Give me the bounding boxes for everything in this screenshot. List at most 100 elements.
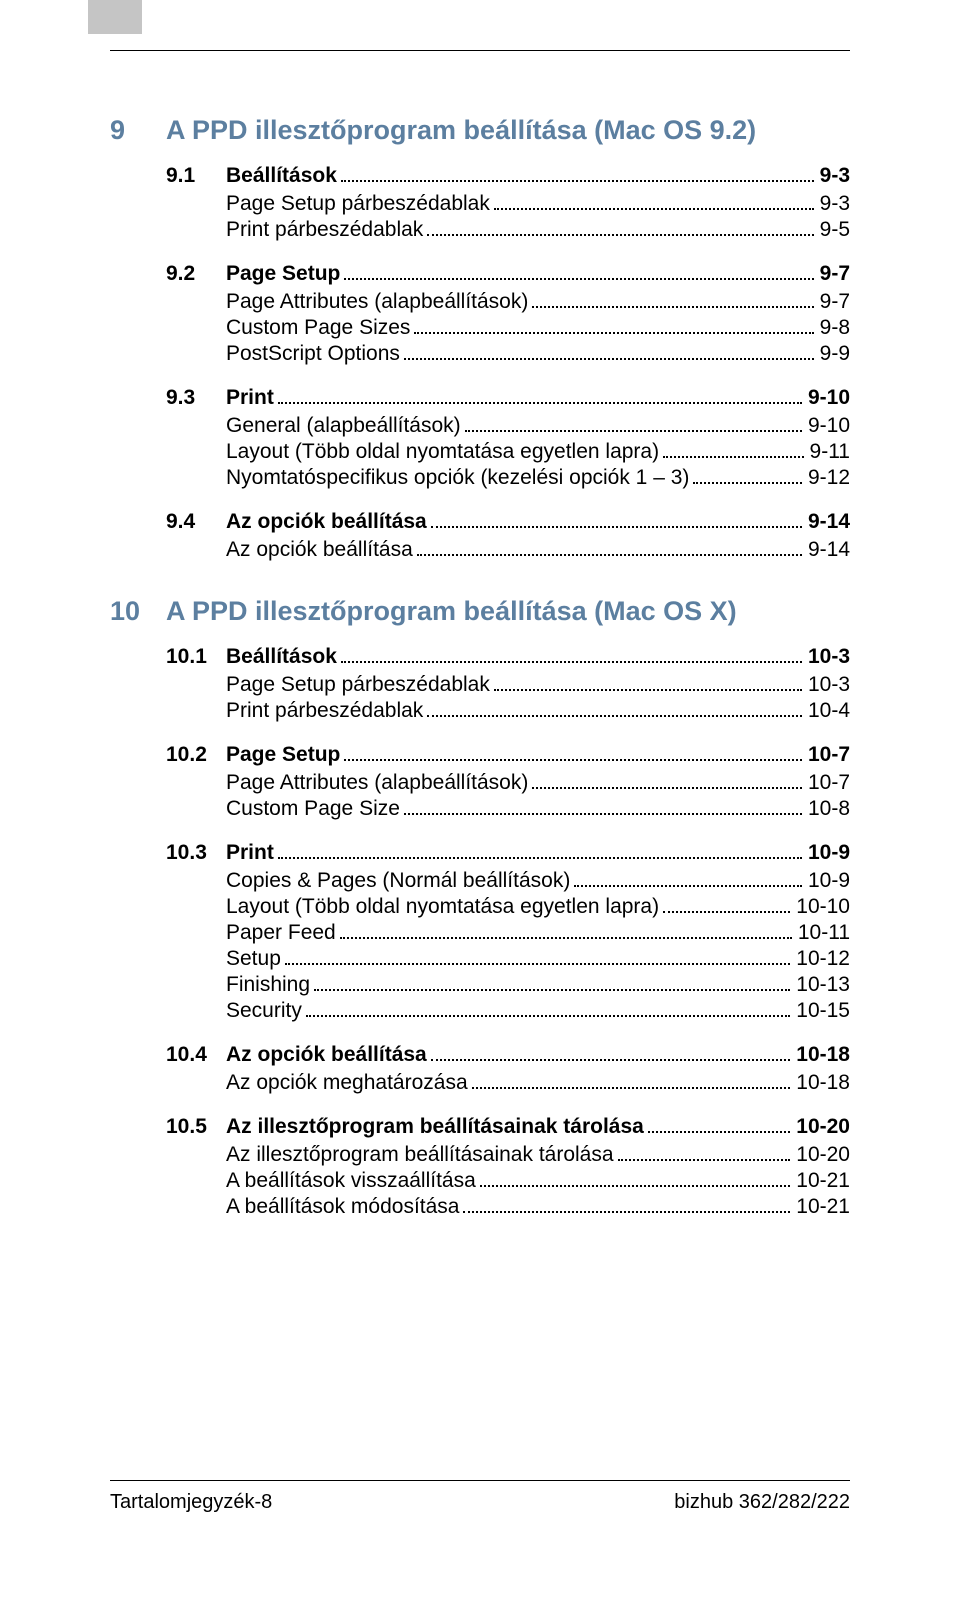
section-line: Beállítások 9-3 [226, 164, 850, 188]
leader [648, 1131, 790, 1133]
leader [417, 554, 802, 556]
footer: Tartalomjegyzék-8 bizhub 362/282/222 [110, 1480, 850, 1514]
section-line: Print 10-9 [226, 841, 850, 865]
sub-label: Finishing [226, 973, 310, 997]
leader [427, 234, 813, 236]
leader [431, 1059, 791, 1061]
sub-row: A beállítások visszaállítása10-21 [226, 1169, 850, 1193]
leader [574, 885, 802, 887]
section-label: Print [226, 841, 274, 865]
leader [618, 1159, 791, 1161]
leader [465, 430, 802, 432]
section-page: 10-7 [808, 743, 850, 767]
leader [414, 332, 813, 334]
section-row: 9.1 Beállítások 9-3 [166, 164, 850, 188]
section-label: Beállítások [226, 645, 337, 669]
sub-label: Custom Page Sizes [226, 316, 410, 340]
section-line: Print 9-10 [226, 386, 850, 410]
leader [472, 1087, 791, 1089]
sub-page: 9-7 [820, 290, 850, 314]
header-rule [110, 50, 850, 51]
sub-row: Copies & Pages (Normál beállítások) 10-9 [226, 869, 850, 893]
sub-row: A beállítások módosítása10-21 [226, 1195, 850, 1219]
sub-row: Paper Feed10-11 [226, 921, 850, 945]
sub-row: Layout (Több oldal nyomtatása egyetlen l… [226, 440, 850, 464]
section-label: Az illesztőprogram beállításainak tárolá… [226, 1115, 644, 1139]
sub-row: Page Attributes (alapbeállítások)10-7 [226, 771, 850, 795]
leader [341, 661, 802, 663]
sub-label: Page Attributes (alapbeállítások) [226, 290, 528, 314]
section-page: 9-7 [820, 262, 850, 286]
section-row: 10.5 Az illesztőprogram beállításainak t… [166, 1115, 850, 1139]
leader [306, 1015, 790, 1017]
sub-row: Page Setup párbeszédablak 10-3 [226, 673, 850, 697]
sub-label: Print párbeszédablak [226, 218, 423, 242]
leader [341, 180, 814, 182]
sub-row: Print párbeszédablak 9-5 [226, 218, 850, 242]
sub-page: 9-5 [820, 218, 850, 242]
section-number: 9.2 [166, 262, 226, 286]
leader [663, 911, 790, 913]
leader [344, 278, 813, 280]
sub-page: 10-15 [796, 999, 850, 1023]
leader [285, 963, 790, 965]
section-line: Page Setup 9-7 [226, 262, 850, 286]
chapter-number: 9 [110, 115, 166, 146]
leader [532, 787, 802, 789]
section-row: 10.1 Beállítások 10-3 [166, 645, 850, 669]
chapter-number: 10 [110, 596, 166, 627]
sub-label: Page Setup párbeszédablak [226, 673, 490, 697]
section-number: 9.1 [166, 164, 226, 188]
section-number: 10.5 [166, 1115, 226, 1139]
sub-row: Az opciók beállítása9-14 [226, 538, 850, 562]
section-row: 10.4 Az opciók beállítása 10-18 [166, 1043, 850, 1067]
sub-page: 9-12 [808, 466, 850, 490]
section-page: 9-3 [820, 164, 850, 188]
leader [494, 689, 802, 691]
sub-row: Security 10-15 [226, 999, 850, 1023]
leader [344, 759, 802, 761]
sub-page: 9-11 [810, 440, 850, 464]
sub-label: PostScript Options [226, 342, 400, 366]
section-line: Az illesztőprogram beállításainak tárolá… [226, 1115, 850, 1139]
sub-page: 9-9 [820, 342, 850, 366]
leader [314, 989, 790, 991]
toc-content: 9 A PPD illesztőprogram beállítása (Mac … [110, 115, 850, 1221]
sub-label: Nyomtatóspecifikus opciók (kezelési opci… [226, 466, 689, 490]
leader [532, 306, 813, 308]
sub-page: 9-3 [820, 192, 850, 216]
section-line: Page Setup 10-7 [226, 743, 850, 767]
sub-page: 10-9 [808, 869, 850, 893]
section-number: 9.4 [166, 510, 226, 534]
section-line: Az opciók beállítása 10-18 [226, 1043, 850, 1067]
sub-page: 10-3 [808, 673, 850, 697]
leader [463, 1211, 790, 1213]
sub-row: Finishing 10-13 [226, 973, 850, 997]
leader [404, 813, 802, 815]
leader [278, 857, 802, 859]
sub-label: Layout (Több oldal nyomtatása egyetlen l… [226, 440, 659, 464]
sub-page: 9-8 [820, 316, 850, 340]
chapter-heading: 10 A PPD illesztőprogram beállítása (Mac… [110, 596, 850, 627]
sub-row: Az illesztőprogram beállításainak tárolá… [226, 1143, 850, 1167]
section-row: 9.3 Print 9-10 [166, 386, 850, 410]
section-page: 10-9 [808, 841, 850, 865]
section-page: 10-18 [796, 1043, 850, 1067]
sub-page: 10-13 [796, 973, 850, 997]
sub-label: General (alapbeállítások) [226, 414, 461, 438]
sub-label: Az opciók beállítása [226, 538, 413, 562]
sub-page: 10-4 [808, 699, 850, 723]
sub-row: Custom Page Size10-8 [226, 797, 850, 821]
section-row: 9.2 Page Setup 9-7 [166, 262, 850, 286]
sub-page: 10-10 [796, 895, 850, 919]
sub-label: Security [226, 999, 302, 1023]
section-label: Az opciók beállítása [226, 510, 427, 534]
sub-row: Print párbeszédablak10-4 [226, 699, 850, 723]
section-number: 10.2 [166, 743, 226, 767]
chapter-title: A PPD illesztőprogram beállítása (Mac OS… [166, 596, 737, 627]
sub-label: A beállítások módosítása [226, 1195, 459, 1219]
section-number: 9.3 [166, 386, 226, 410]
sub-label: Copies & Pages (Normál beállítások) [226, 869, 570, 893]
section-label: Beállítások [226, 164, 337, 188]
sub-label: Setup [226, 947, 281, 971]
